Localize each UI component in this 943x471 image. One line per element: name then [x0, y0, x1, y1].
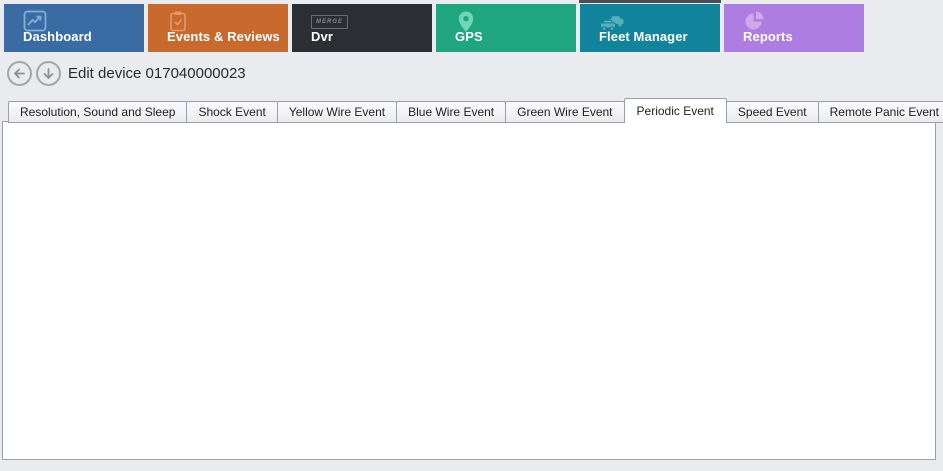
pie-chart-icon: [743, 10, 769, 34]
nav-tile-dvr[interactable]: MERGE Dvr: [292, 4, 432, 52]
down-button[interactable]: [36, 61, 61, 86]
page-title: Edit device 017040000023: [68, 65, 246, 82]
nav-tile-fleet-manager[interactable]: Fleet Manager: [579, 0, 721, 52]
nav-tile-label: GPS: [455, 29, 483, 44]
event-tabs: Resolution, Sound and Sleep Shock Event …: [8, 98, 943, 123]
traffic-cars-icon: [599, 10, 625, 34]
nav-tile-dashboard[interactable]: Dashboard: [4, 4, 144, 52]
clipboard-check-icon: [167, 10, 193, 34]
line-chart-icon: [23, 10, 49, 34]
tab-yellow-wire-event[interactable]: Yellow Wire Event: [276, 101, 398, 123]
tab-periodic-event[interactable]: Periodic Event: [623, 98, 727, 123]
merge-logo: MERGE: [311, 10, 349, 34]
nav-tile-label: Fleet Manager: [599, 29, 688, 44]
tab-resolution-sound-sleep[interactable]: Resolution, Sound and Sleep: [8, 101, 188, 123]
periodic-event-panel: [2, 121, 936, 460]
tab-shock-event[interactable]: Shock Event: [186, 101, 278, 123]
tab-remote-panic-event[interactable]: Remote Panic Event: [817, 101, 943, 123]
nav-tile-label: Dvr: [311, 29, 333, 44]
back-button[interactable]: [7, 61, 32, 86]
nav-tile-label: Events & Reviews: [167, 29, 280, 44]
tab-green-wire-event[interactable]: Green Wire Event: [505, 101, 625, 123]
tab-speed-event[interactable]: Speed Event: [725, 101, 819, 123]
nav-tile-label: Dashboard: [23, 29, 92, 44]
nav-tile-reports[interactable]: Reports: [724, 4, 864, 52]
nav-tile-gps[interactable]: GPS: [436, 4, 576, 52]
top-nav: Dashboard Events & Reviews MERGE Dvr: [4, 0, 864, 52]
map-pin-icon: [455, 10, 481, 34]
tab-blue-wire-event[interactable]: Blue Wire Event: [396, 101, 507, 123]
nav-tile-events-reviews[interactable]: Events & Reviews: [148, 4, 288, 52]
nav-tile-label: Reports: [743, 29, 793, 44]
